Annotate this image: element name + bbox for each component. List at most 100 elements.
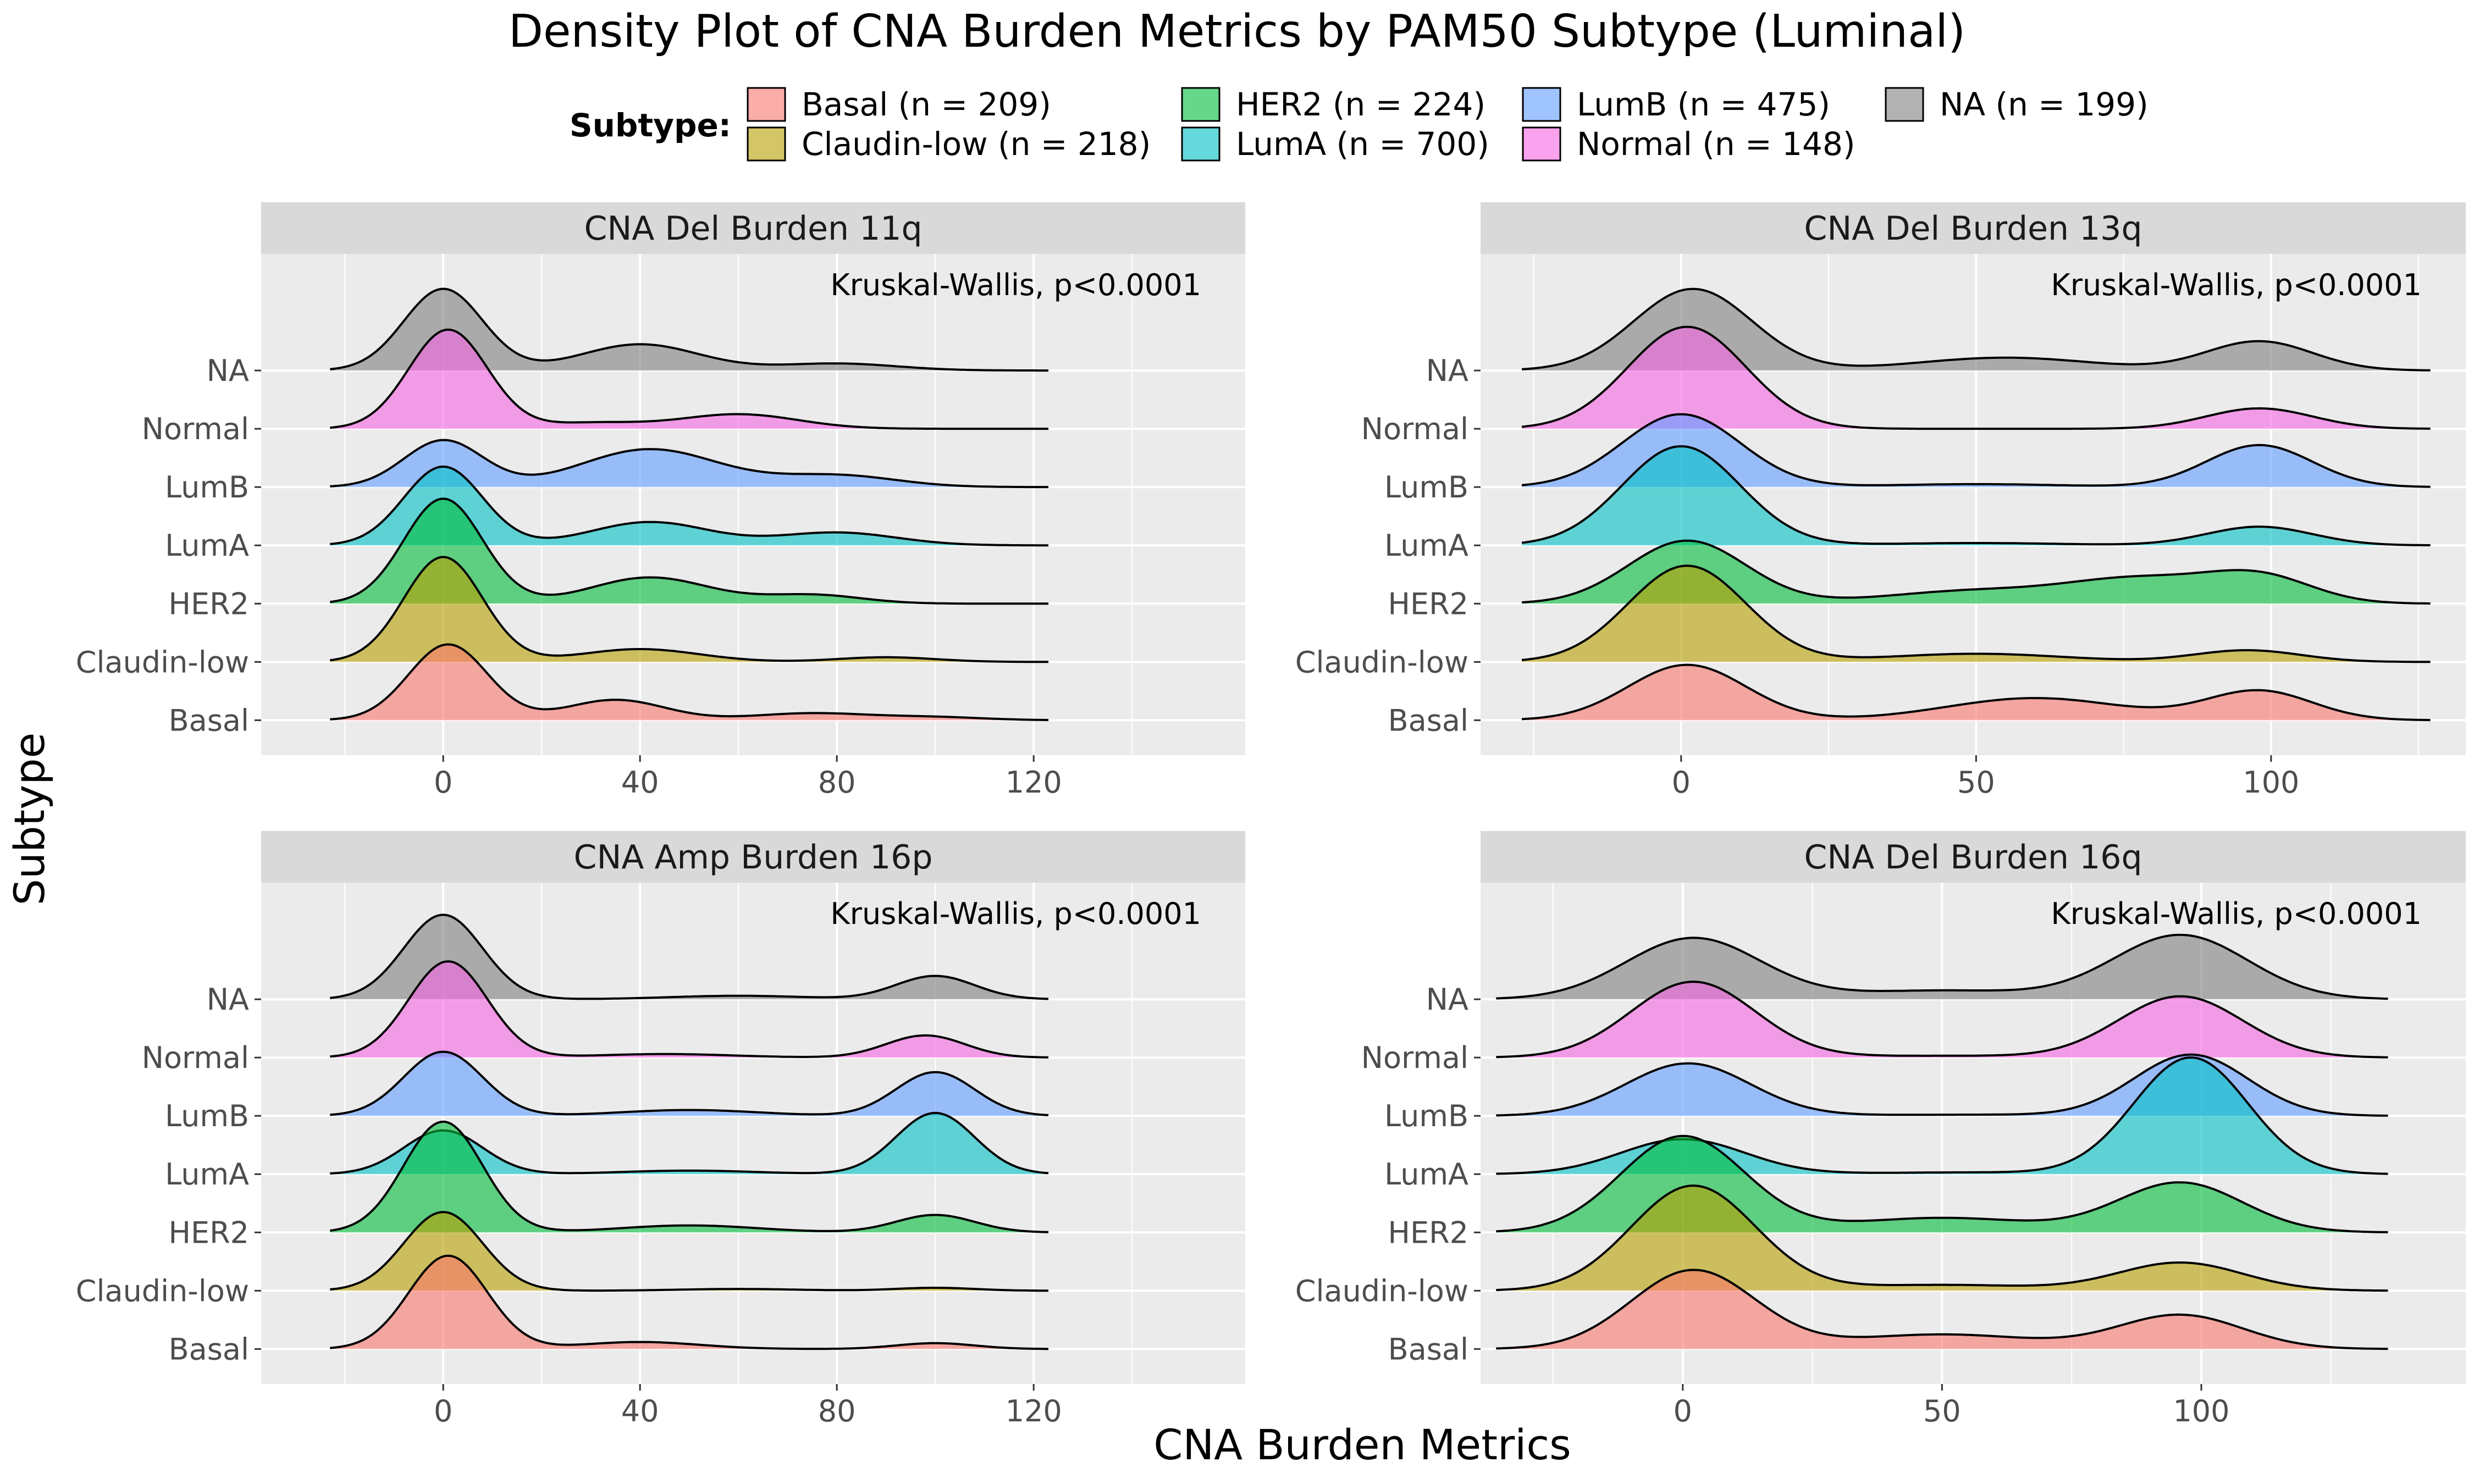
y-tick-label: NA	[1426, 982, 1468, 1017]
ridge-line-basal	[330, 643, 1049, 721]
legend-item: HER2 (n = 224)	[1181, 86, 1485, 123]
ridge-line-lumb	[330, 1050, 1049, 1116]
y-tick-label: NA	[207, 353, 249, 388]
y-tick-label: Basal	[169, 1332, 249, 1366]
y-tick-label: Normal	[1361, 1040, 1468, 1075]
legend-label: Basal (n = 209)	[802, 86, 1051, 123]
legend-key	[1522, 87, 1561, 122]
y-tick-label: Claudin-low	[76, 645, 249, 679]
ridge-line-lumb	[330, 439, 1049, 489]
ridge-area-normal	[330, 961, 1048, 1058]
chart-panel: CNA Amp Burden 16p Kruskal-Wallis, p<0.00…	[76, 831, 1245, 1428]
x-tick-label: 120	[1006, 1394, 1062, 1428]
ridge-line-her2	[1496, 1134, 2388, 1233]
panel-strip	[1481, 202, 2466, 254]
ridge-area-na	[1522, 289, 2431, 371]
x-tick-label: 0	[434, 765, 452, 800]
y-tick-label: Basal	[169, 703, 249, 738]
y-tick-label: LumA	[1384, 528, 1468, 563]
ridge-area-her2	[330, 1121, 1048, 1233]
ridge-line-na	[1496, 933, 2388, 1000]
legend-item: LumA (n = 700)	[1181, 125, 1489, 163]
legend-label: NA (n = 199)	[1940, 86, 2149, 123]
legend-label: Normal (n = 148)	[1577, 125, 1855, 163]
ridge-line-normal	[330, 328, 1048, 430]
y-tick-label: LumB	[165, 470, 249, 505]
x-tick-label: 100	[2173, 1394, 2229, 1428]
ridge-line-basal	[330, 1254, 1048, 1350]
ridge-line-her2	[330, 1120, 1049, 1233]
ridge-line-her2	[330, 497, 1048, 605]
x-tick-label: 0	[434, 1394, 452, 1428]
legend-label: LumB (n = 475)	[1577, 86, 1830, 123]
legend-key	[1181, 126, 1221, 162]
panel-title: CNA Del Burden 13q	[1804, 209, 2142, 248]
y-tick-label: HER2	[168, 1215, 249, 1250]
ridge-line-luma	[1496, 1056, 2388, 1175]
ridge-line-na	[330, 913, 1049, 1000]
ridge-line-luma	[1521, 445, 2431, 546]
x-tick-label: 80	[818, 1394, 856, 1428]
legend-key	[747, 87, 786, 122]
panels: CNA Del Burden 11q Kruskal-Wallis, p<0.00…	[76, 202, 2466, 1428]
legend-label: LumA (n = 700)	[1236, 125, 1489, 163]
y-tick-label: HER2	[168, 586, 249, 621]
x-tick-label: 50	[1923, 1394, 1961, 1428]
panel-title: CNA Del Burden 11q	[584, 209, 922, 248]
ridge-line-normal	[330, 960, 1049, 1059]
ridge-line-claudin-low	[330, 1211, 1048, 1292]
ridge-area-na	[1496, 934, 2388, 1000]
kruskal-wallis-annotation: Kruskal-Wallis, p<0.0001	[2051, 268, 2422, 302]
ridge-line-lumb	[1521, 413, 2431, 488]
ridge-area-claudin-low	[1522, 566, 2431, 662]
panel-strip	[1481, 831, 2466, 883]
x-tick-label: 120	[1006, 765, 1062, 800]
legend-item: Basal (n = 209)	[747, 86, 1051, 123]
y-tick-label: Basal	[1388, 703, 1468, 738]
x-tick-label: 50	[1957, 765, 1995, 800]
x-tick-label: 0	[1674, 1394, 1692, 1428]
panel-title: CNA Amp Burden 16p	[574, 838, 933, 877]
ridge-area-basal	[1522, 665, 2431, 721]
y-tick-label: LumA	[165, 528, 249, 563]
ridge-area-na	[330, 915, 1048, 1000]
ridge-area-lumb	[1522, 414, 2431, 488]
legend-item: Claudin-low (n = 218)	[747, 125, 1151, 163]
legend-key	[1522, 126, 1561, 162]
ridge-area-normal	[1496, 982, 2388, 1058]
x-tick-label: 40	[621, 765, 659, 800]
x-tick-label: 100	[2243, 765, 2299, 800]
kruskal-wallis-annotation: Kruskal-Wallis, p<0.0001	[830, 268, 1201, 302]
legend-item: Normal (n = 148)	[1522, 125, 1855, 163]
chart-panel: CNA Del Burden 13q Kruskal-Wallis, p<0.00…	[1295, 202, 2466, 800]
ridge-line-lumb	[1496, 1053, 2388, 1117]
legend: Subtype: Basal (n = 209)Claudin-low (n =…	[570, 86, 2149, 163]
y-tick-label: HER2	[1388, 586, 1468, 621]
kruskal-wallis-annotation: Kruskal-Wallis, p<0.0001	[830, 896, 1201, 931]
ridge-line-basal	[1496, 1269, 2388, 1350]
ridge-line-claudin-low	[330, 556, 1048, 663]
ridge-line-na	[1521, 287, 2431, 372]
legend-item: NA (n = 199)	[1885, 86, 2149, 123]
ridge-area-basal	[330, 644, 1048, 721]
y-tick-label: Basal	[1388, 1332, 1468, 1366]
ridge-line-claudin-low	[1496, 1184, 2388, 1292]
legend-key	[1181, 87, 1221, 122]
y-axis-title: Subtype	[5, 733, 54, 905]
ridge-line-claudin-low	[1521, 564, 2431, 663]
ridge-line-na	[330, 287, 1048, 372]
y-tick-label: Normal	[142, 412, 249, 446]
ridge-area-claudin-low	[1496, 1186, 2388, 1291]
ridge-area-lumb	[330, 440, 1048, 488]
x-tick-label: 80	[818, 765, 856, 800]
y-tick-label: Claudin-low	[1295, 1273, 1468, 1308]
ridge-area-her2	[1522, 540, 2431, 604]
ridge-area-normal	[1522, 326, 2431, 429]
x-tick-label: 40	[621, 1394, 659, 1428]
ridge-line-normal	[1496, 981, 2388, 1059]
y-tick-label: LumB	[1384, 1099, 1468, 1133]
ridge-area-basal	[1496, 1270, 2388, 1349]
panel-title: CNA Del Burden 16q	[1804, 838, 2142, 877]
ridge-line-basal	[1521, 663, 2431, 722]
